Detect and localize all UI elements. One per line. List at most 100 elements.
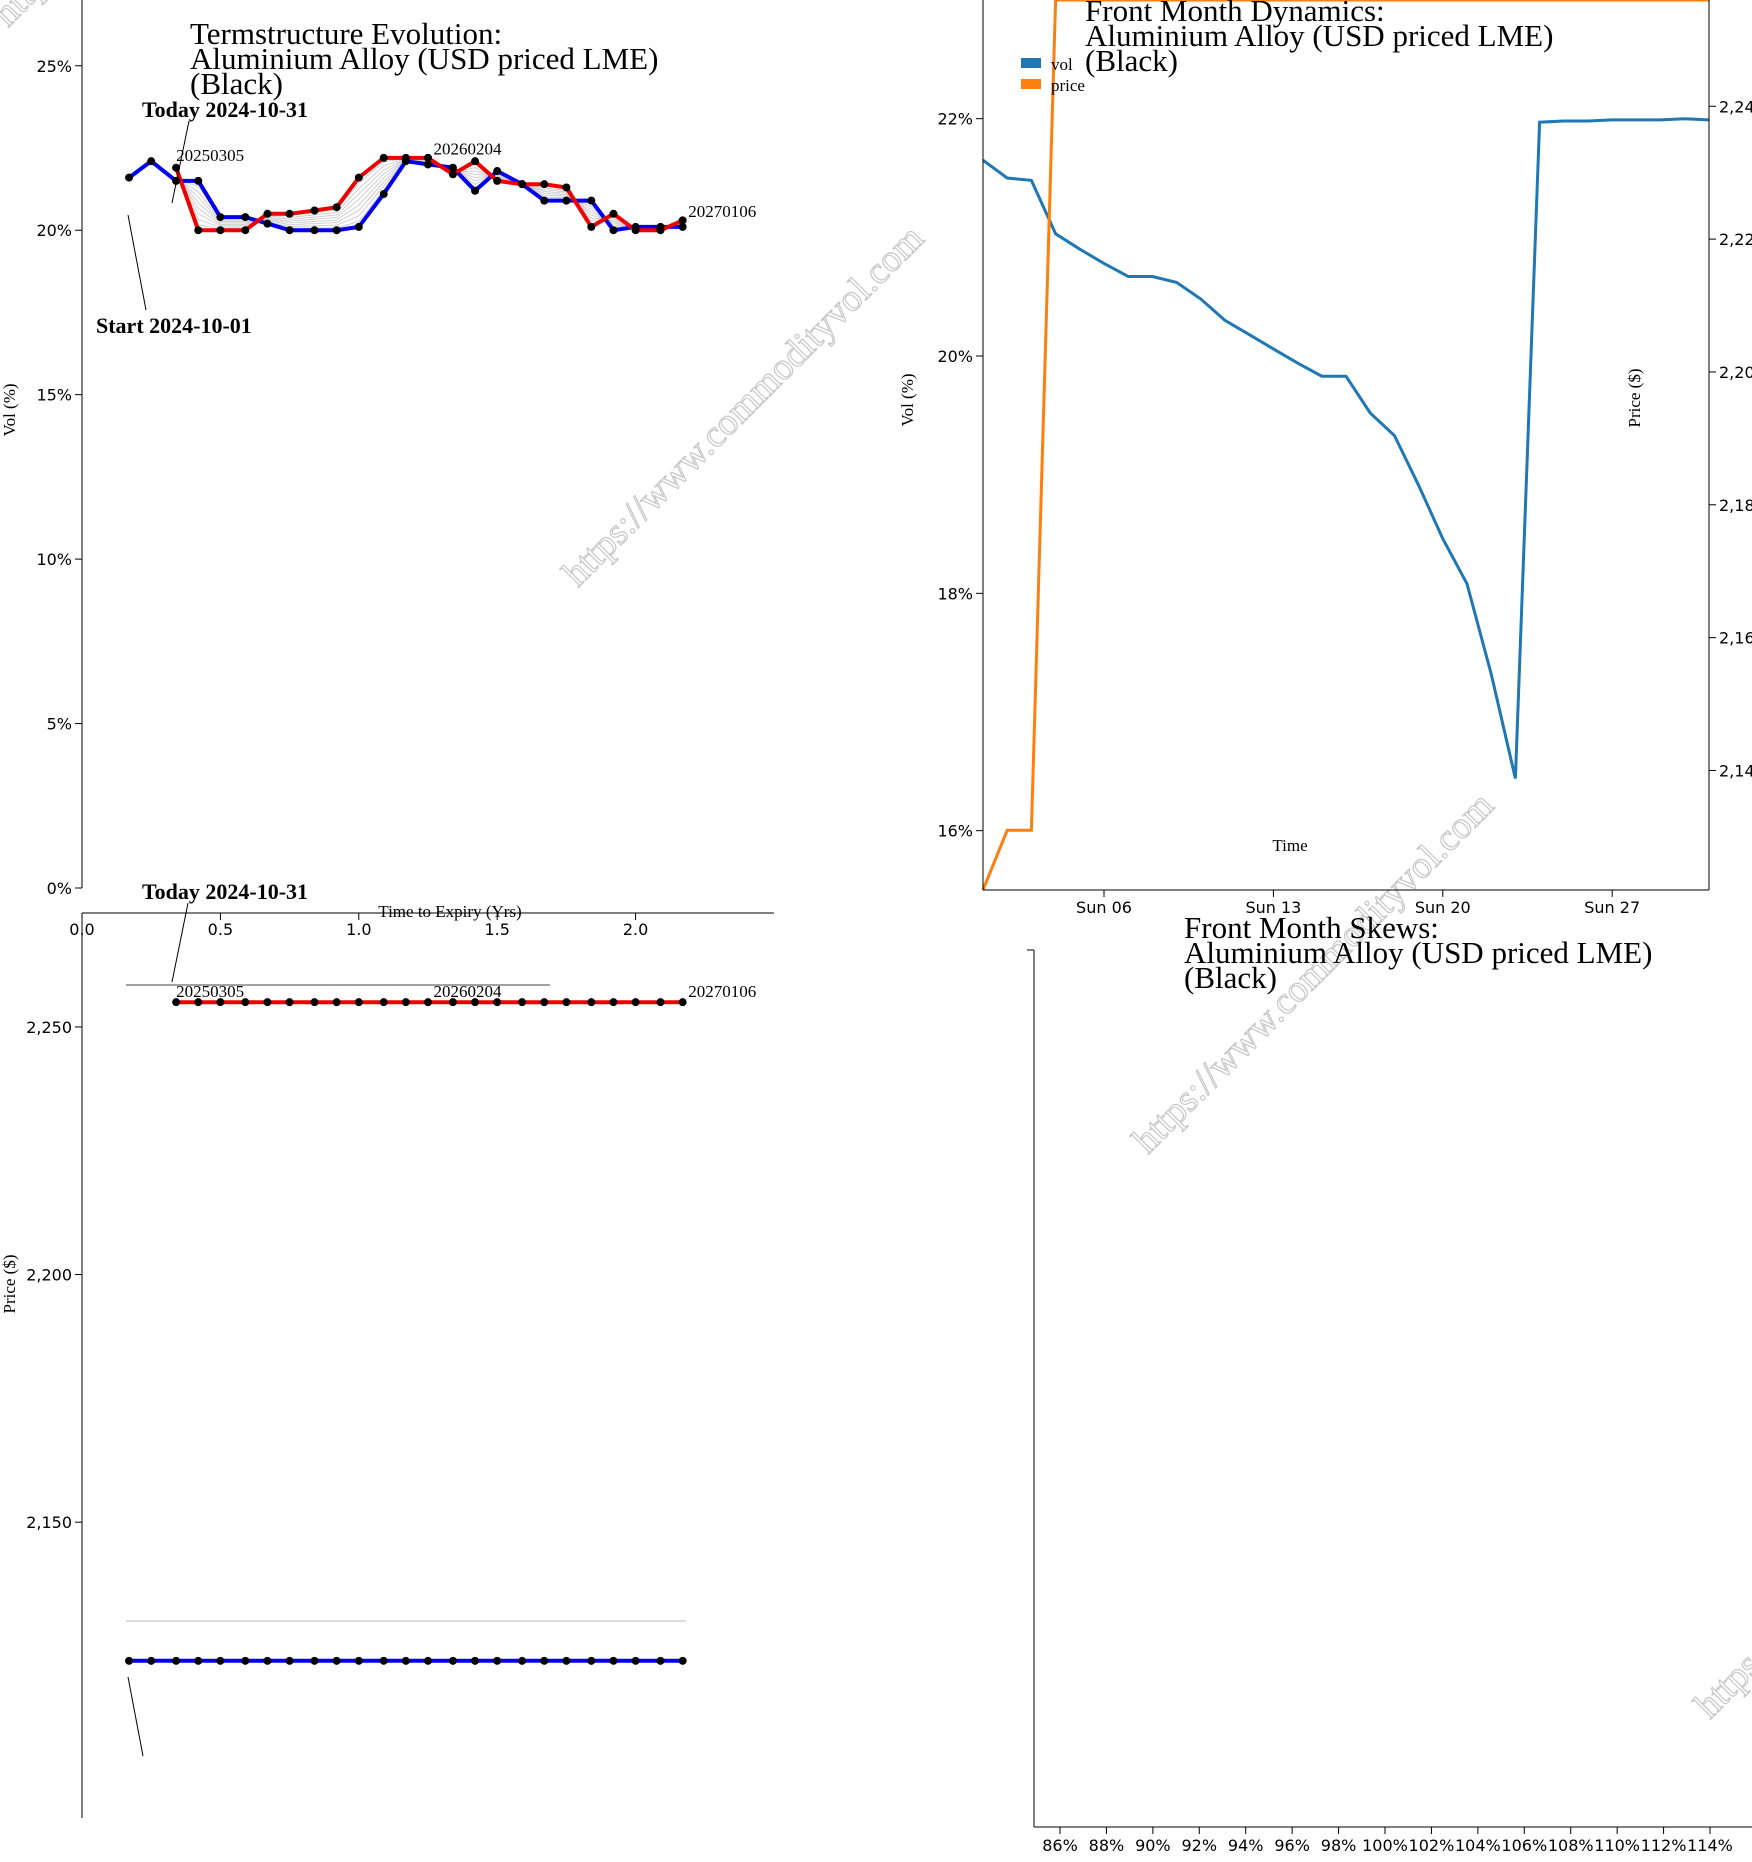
- data-point: [609, 1656, 618, 1665]
- data-point: [471, 1656, 480, 1665]
- data-point: [241, 1656, 250, 1665]
- data-point: [263, 1656, 272, 1665]
- data-point: [562, 183, 571, 192]
- axes: 16% 18% 20% 22% 2,140 2,160 2,180 2,200 2,220 2,2…: [937, 0, 1752, 917]
- data-point: [216, 226, 225, 235]
- data-point: [656, 226, 665, 235]
- data-point: [609, 998, 618, 1007]
- data-point: [310, 1656, 319, 1665]
- data-point: [263, 209, 272, 218]
- x-tick-label: 86%: [1042, 1836, 1078, 1855]
- front-month-skews-chart: Front Month Skews: Aluminium Alloy (USD …: [1027, 910, 1752, 1855]
- data-point: [609, 209, 618, 218]
- x-tick-label: Sun 27: [1584, 898, 1640, 917]
- data-point: [285, 998, 294, 1007]
- y-axis-label-right: Price ($): [1625, 368, 1644, 427]
- data-point: [285, 209, 294, 218]
- data-point: [562, 998, 571, 1007]
- y-tick-label-left: 16%: [937, 822, 973, 841]
- data-point: [493, 176, 502, 185]
- data-point: [448, 998, 457, 1007]
- x-tick-label: 100%: [1362, 1836, 1408, 1855]
- contract-label: 20270106: [688, 982, 756, 1001]
- data-point: [216, 1656, 225, 1665]
- legend-label-vol: vol: [1051, 55, 1073, 74]
- data-point: [241, 998, 250, 1007]
- x-tick-label: 0.5: [208, 920, 233, 939]
- legend-swatch-vol: [1021, 58, 1041, 68]
- start-arrow: [127, 1676, 144, 1757]
- data-point: [587, 998, 596, 1007]
- data-point: [216, 998, 225, 1007]
- termstructure-vol-chart: Termstructure Evolution: Aluminium Alloy…: [0, 0, 774, 939]
- title-line-1: Front Month Skews:: [1184, 910, 1439, 945]
- data-point: [241, 213, 250, 222]
- data-point: [194, 998, 203, 1007]
- data-point: [310, 226, 319, 235]
- data-point: [518, 1656, 527, 1665]
- x-tick-label: 108%: [1548, 1836, 1594, 1855]
- x-tick-label: 104%: [1455, 1836, 1501, 1855]
- contract-labels: 20250305 20260204 20270106: [176, 140, 756, 221]
- data-point: [424, 153, 432, 162]
- today-arrow: [171, 120, 190, 204]
- chart-title: Front Month Dynamics: Aluminium Alloy (U…: [1085, 0, 1553, 78]
- watermark: https://www.commodityvol.com: [1125, 784, 1502, 1161]
- data-point: [194, 1656, 203, 1665]
- data-point: [587, 196, 596, 205]
- data-point: [379, 190, 388, 199]
- x-tick-label: 98%: [1321, 1836, 1357, 1855]
- data-point: [424, 160, 432, 169]
- data-point: [332, 1656, 341, 1665]
- watermarks: https://www.commodityvol.com https://www…: [0, 0, 1752, 1727]
- y-tick-label-left: 22%: [937, 110, 973, 129]
- price-series-line: [981, 0, 1709, 891]
- x-axis-label: Time to Expiry (Yrs): [378, 902, 521, 921]
- y-tick-label-left: 18%: [937, 584, 973, 603]
- y-axis-label-left: Vol (%): [898, 373, 917, 426]
- x-tick-label: Sun 13: [1245, 898, 1301, 917]
- x-axis-label: Time: [1272, 836, 1307, 855]
- data-point: [354, 222, 363, 231]
- data-point: [424, 1656, 432, 1665]
- data-point: [656, 1656, 665, 1665]
- series-points: [125, 998, 687, 1665]
- title-line-3: (Black): [1085, 43, 1178, 78]
- data-point: [678, 998, 687, 1007]
- x-tick-label: 106%: [1501, 1836, 1547, 1855]
- y-axis-label: Price ($): [0, 1254, 19, 1313]
- termstructure-price-chart: 2,150 2,200 2,250 20250305 20260204 20270106…: [0, 879, 756, 1818]
- data-point: [471, 157, 480, 166]
- data-point: [424, 998, 432, 1007]
- x-tick-label: 94%: [1228, 1836, 1264, 1855]
- start-arrow: [127, 214, 147, 311]
- data-point: [310, 998, 319, 1007]
- data-point: [354, 1656, 363, 1665]
- data-point: [587, 222, 596, 231]
- data-point: [471, 998, 480, 1007]
- data-point: [194, 176, 203, 185]
- axes: 86% 88% 90% 92% 94% 96% 98% 100% 102% 104% 106% 108…: [1027, 949, 1752, 1855]
- title-line-2: Aluminium Alloy (USD priced LME): [190, 41, 658, 76]
- data-point: [401, 153, 410, 162]
- data-point: [631, 1656, 640, 1665]
- y-tick-label-right: 2,240: [1719, 97, 1752, 116]
- annotations: Today 2024-10-31 Start 2024-10-01: [96, 97, 308, 338]
- data-point: [493, 998, 502, 1007]
- y-tick-label: 25%: [36, 57, 72, 76]
- x-tick-label: 2.0: [623, 920, 648, 939]
- data-point: [609, 226, 618, 235]
- y-tick-label-right: 2,140: [1719, 761, 1752, 780]
- y-tick-label-right: 2,180: [1719, 496, 1752, 515]
- y-tick-label: 5%: [47, 715, 72, 734]
- axes: 2,150 2,200 2,250: [26, 918, 83, 1818]
- data-point: [263, 998, 272, 1007]
- data-point: [216, 213, 225, 222]
- contract-label: 20250305: [176, 982, 244, 1001]
- data-point: [125, 1656, 134, 1665]
- today-arrow: [171, 902, 189, 983]
- title-line-2: Aluminium Alloy (USD priced LME): [1184, 935, 1652, 970]
- title-line-2: Aluminium Alloy (USD priced LME): [1085, 18, 1553, 53]
- y-tick-label-right: 2,160: [1719, 629, 1752, 648]
